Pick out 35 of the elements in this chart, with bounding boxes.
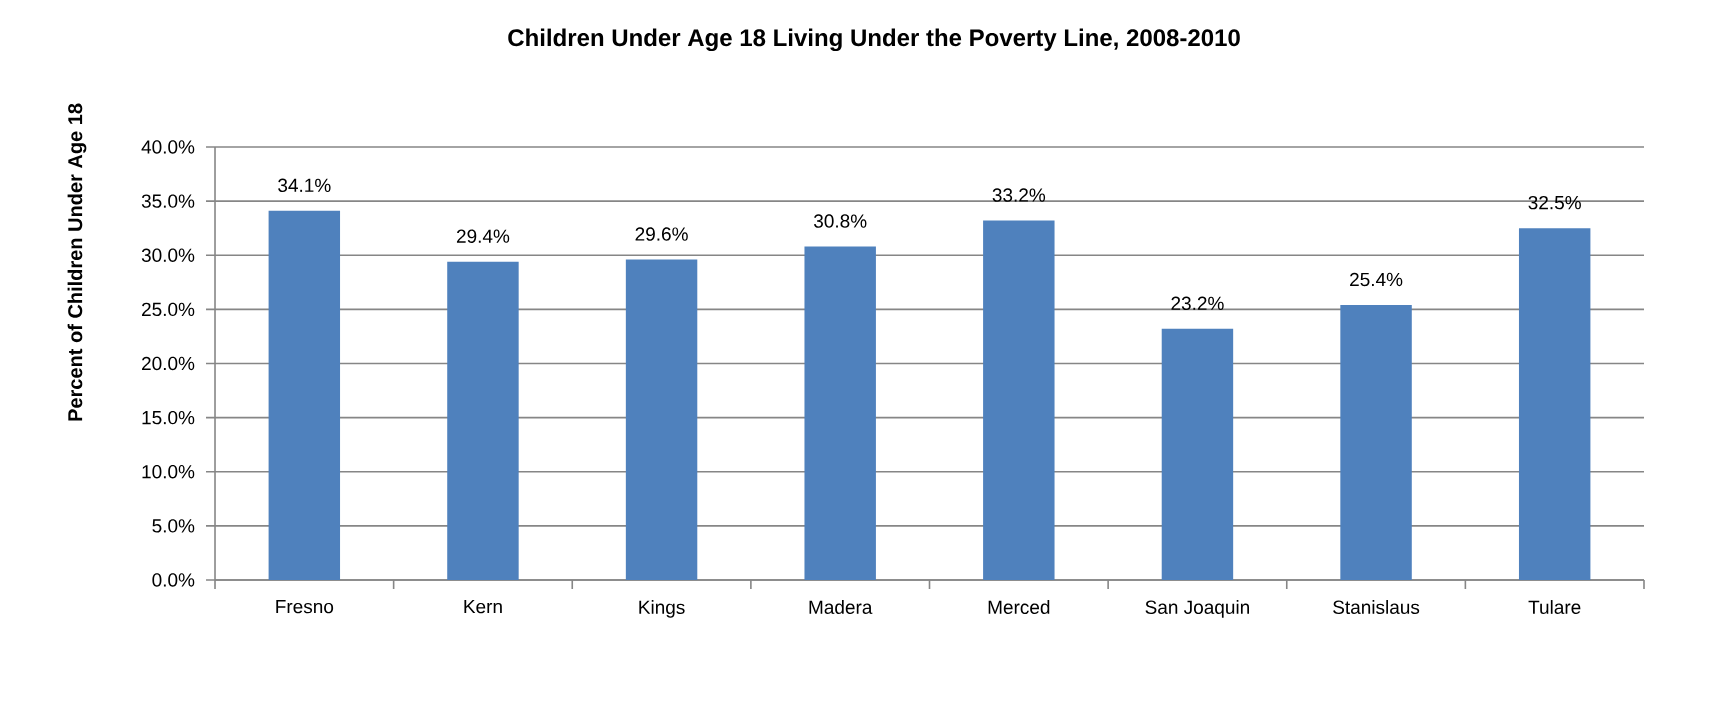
bar: [447, 261, 519, 580]
data-label: 34.1%: [278, 178, 331, 193]
y-tick-label: 25.0%: [142, 302, 195, 317]
bar: [1161, 328, 1234, 580]
y-tick-label: 35.0%: [141, 194, 195, 208]
y-tick-label: 5.0%: [152, 519, 195, 533]
data-label: 29.4%: [456, 229, 510, 243]
data-label: 29.6%: [635, 227, 688, 241]
data-label: 25.4%: [1350, 272, 1403, 287]
y-tick-label: 10.0%: [142, 465, 195, 479]
data-label: 33.2%: [992, 188, 1046, 202]
data-label: 30.8%: [813, 214, 867, 228]
y-tick-label: 20.0%: [142, 356, 195, 371]
x-tick-label: Merced: [988, 600, 1050, 615]
data-label: 23.2%: [1171, 296, 1224, 311]
x-tick-label: Tulare: [1528, 600, 1581, 615]
x-tick-label: Kings: [639, 600, 685, 618]
bar: [1340, 305, 1412, 580]
x-tick-label: Kern: [464, 600, 502, 614]
x-tick-label: Stanislaus: [1333, 600, 1420, 615]
x-tick-label: Madera: [809, 600, 873, 615]
y-tick-label: 0.0%: [152, 573, 195, 587]
x-tick-label: San Joaquin: [1145, 600, 1249, 618]
bar: [1518, 228, 1591, 580]
y-axis-title: Percent of Children Under Age 18: [67, 103, 87, 421]
x-tick-label: Fresno: [276, 600, 334, 614]
data-label: 32.5%: [1528, 195, 1581, 210]
bar: [268, 210, 341, 580]
bar: [625, 259, 698, 580]
chart-title: Children Under Age 18 Living Under the Poverty Line, 2008-2010: [508, 28, 1240, 52]
y-tick-label: 40.0%: [141, 140, 195, 154]
bar: [804, 246, 876, 580]
bar: [983, 220, 1055, 580]
y-tick-label: 30.0%: [141, 248, 195, 262]
y-tick-label: 15.0%: [142, 410, 195, 425]
